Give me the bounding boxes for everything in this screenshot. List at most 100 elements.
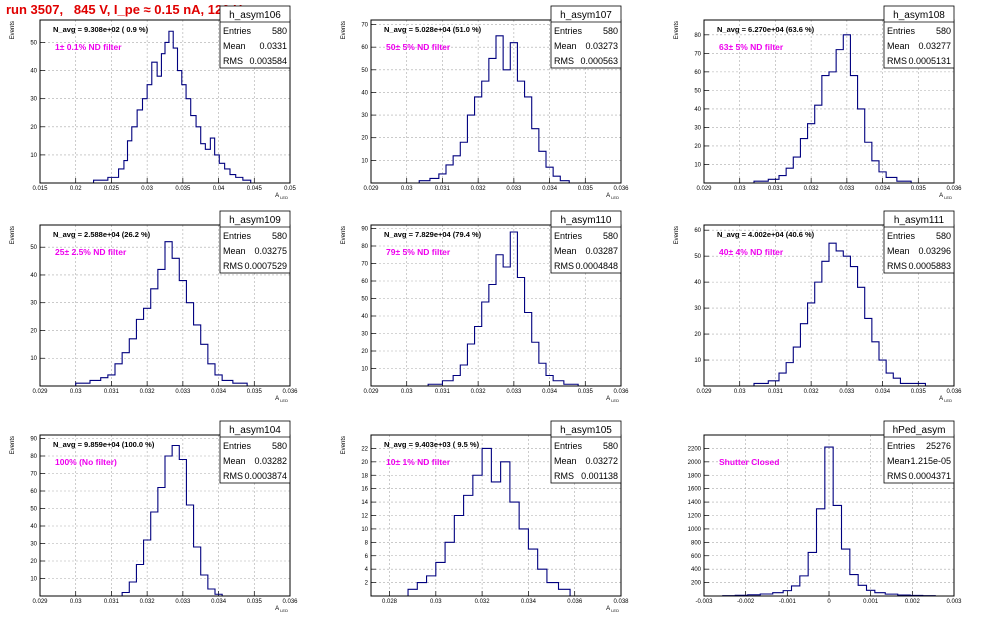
- stats-box: [883, 210, 955, 274]
- navg-label: N_avg = 2.588e+04 (26.2 %): [53, 230, 151, 239]
- stats-box: [219, 210, 291, 274]
- stats-mean-value: 0.03273: [585, 41, 618, 51]
- stats-entries-value: 580: [272, 26, 287, 36]
- stats-box: [550, 210, 622, 274]
- x-tick-label: 0.034: [211, 389, 227, 395]
- y-tick-label: 40: [694, 107, 701, 113]
- x-tick-label: 0.031: [104, 389, 120, 395]
- y-tick-label: 70: [361, 262, 368, 268]
- stats-rms-value: 0.000563: [580, 56, 618, 66]
- stats-entries-label: Entries: [223, 26, 252, 36]
- y-tick-label: 40: [694, 280, 701, 286]
- histogram-panel-hPed_asym: -0.003 -0.002 -0.001 0 0.001 0.002 0.003 200 400…: [688, 420, 962, 605]
- stats-rms-value: 0.0005883: [908, 261, 951, 271]
- histogram-series: [75, 241, 248, 386]
- y-tick-label: 30: [694, 125, 701, 131]
- histogram-series: [418, 35, 570, 183]
- x-tick-label: 0.034: [521, 599, 537, 605]
- x-tick-label: -0.003: [695, 599, 713, 605]
- y-tick-label: 30: [361, 332, 368, 338]
- y-tick-label: 20: [30, 328, 37, 334]
- histogram-series: [427, 231, 579, 386]
- stats-box: [883, 5, 955, 69]
- x-tick-label: 0.032: [140, 389, 156, 395]
- y-tick-label: 10: [361, 367, 368, 373]
- stats-mean-label: Mean: [554, 41, 577, 51]
- x-tick-label: 0.04: [213, 186, 225, 192]
- stats-box: [550, 5, 622, 69]
- x-tick-label: 0.034: [211, 599, 227, 605]
- stats-entries-label: Entries: [887, 441, 916, 451]
- stats-entries-label: Entries: [554, 441, 583, 451]
- stats-entries-value: 580: [603, 441, 618, 451]
- x-tick-label: 0.003: [946, 599, 962, 605]
- x-axis-title: A LED: [275, 396, 288, 403]
- y-tick-label: 70: [30, 472, 37, 478]
- stats-title: h_asym108: [893, 10, 945, 21]
- stats-rms-label: RMS: [554, 471, 574, 481]
- y-tick-label: 6: [365, 554, 369, 560]
- histogram-series: [753, 34, 912, 183]
- x-tick-label: 0.036: [613, 186, 629, 192]
- y-tick-label: 40: [361, 90, 368, 96]
- x-tick-label: 0.038: [613, 599, 629, 605]
- stats-mean-label: Mean: [887, 456, 910, 466]
- y-tick-label: 80: [361, 244, 368, 250]
- x-tick-label: 0.034: [875, 186, 891, 192]
- y-tick-label: 30: [30, 97, 37, 103]
- x-axis-title-subscript: LED: [943, 398, 952, 403]
- stats-entries-label: Entries: [887, 26, 916, 36]
- y-tick-label: 10: [30, 577, 37, 583]
- y-tick-label: 50: [30, 507, 37, 513]
- y-tick-label: 10: [30, 356, 37, 362]
- y-tick-label: 30: [361, 113, 368, 119]
- x-tick-label: 0.036: [282, 599, 298, 605]
- stats-entries-value: 25276: [926, 441, 951, 451]
- navg-label: N_avg = 5.028e+04 (51.0 %): [384, 25, 482, 34]
- x-tick-label: 0.036: [946, 186, 962, 192]
- y-tick-label: 1600: [688, 487, 702, 493]
- y-tick-label: 1200: [688, 514, 702, 520]
- y-tick-label: 60: [361, 279, 368, 285]
- x-tick-label: 0: [827, 599, 831, 605]
- stats-mean-value: -1.215e-05: [907, 456, 951, 466]
- filter-label: Shutter Closed: [719, 457, 779, 467]
- y-tick-label: 60: [361, 45, 368, 51]
- histogram-series: [722, 446, 936, 597]
- y-tick-label: 40: [30, 273, 37, 279]
- y-tick-label: 60: [30, 489, 37, 495]
- x-tick-label: 0.03: [70, 389, 82, 395]
- x-tick-label: 0.035: [578, 186, 594, 192]
- stats-mean-value: 0.0331: [259, 41, 287, 51]
- x-tick-label: -0.002: [737, 599, 755, 605]
- plot-frame: [703, 434, 955, 597]
- stats-rms-label: RMS: [887, 56, 907, 66]
- navg-label: N_avg = 9.308e+02 ( 0.9 %): [53, 25, 149, 34]
- y-tick-label: 50: [30, 40, 37, 46]
- filter-label: 50± 5% ND filter: [386, 42, 451, 52]
- stats-mean-value: 0.03277: [918, 41, 951, 51]
- filter-label: 63± 5% ND filter: [719, 42, 784, 52]
- x-tick-label: 0.033: [506, 186, 522, 192]
- y-tick-label: 4: [365, 567, 369, 573]
- stats-title: h_asym111: [894, 215, 945, 226]
- stats-mean-value: 0.03282: [254, 456, 287, 466]
- plot-frame: [39, 19, 291, 184]
- plot-frame: [370, 434, 622, 597]
- x-axis-title: A LED: [275, 606, 288, 613]
- y-axis-title: Events: [341, 226, 347, 244]
- stats-entries-value: 580: [272, 441, 287, 451]
- x-tick-label: 0.032: [475, 599, 491, 605]
- x-tick-label: 0.034: [875, 389, 891, 395]
- navg-label: N_avg = 9.403e+03 ( 9.5 %): [384, 440, 480, 449]
- x-tick-label: 0.036: [282, 389, 298, 395]
- x-tick-label: 0.034: [542, 186, 558, 192]
- x-axis-title-subscript: LED: [610, 195, 619, 200]
- x-tick-label: 0.029: [696, 389, 712, 395]
- x-tick-label: -0.001: [779, 599, 797, 605]
- stats-title: h_asym109: [229, 215, 281, 226]
- x-tick-label: 0.033: [506, 389, 522, 395]
- x-tick-label: 0.032: [804, 389, 820, 395]
- y-tick-label: 80: [30, 454, 37, 460]
- stats-mean-label: Mean: [554, 246, 577, 256]
